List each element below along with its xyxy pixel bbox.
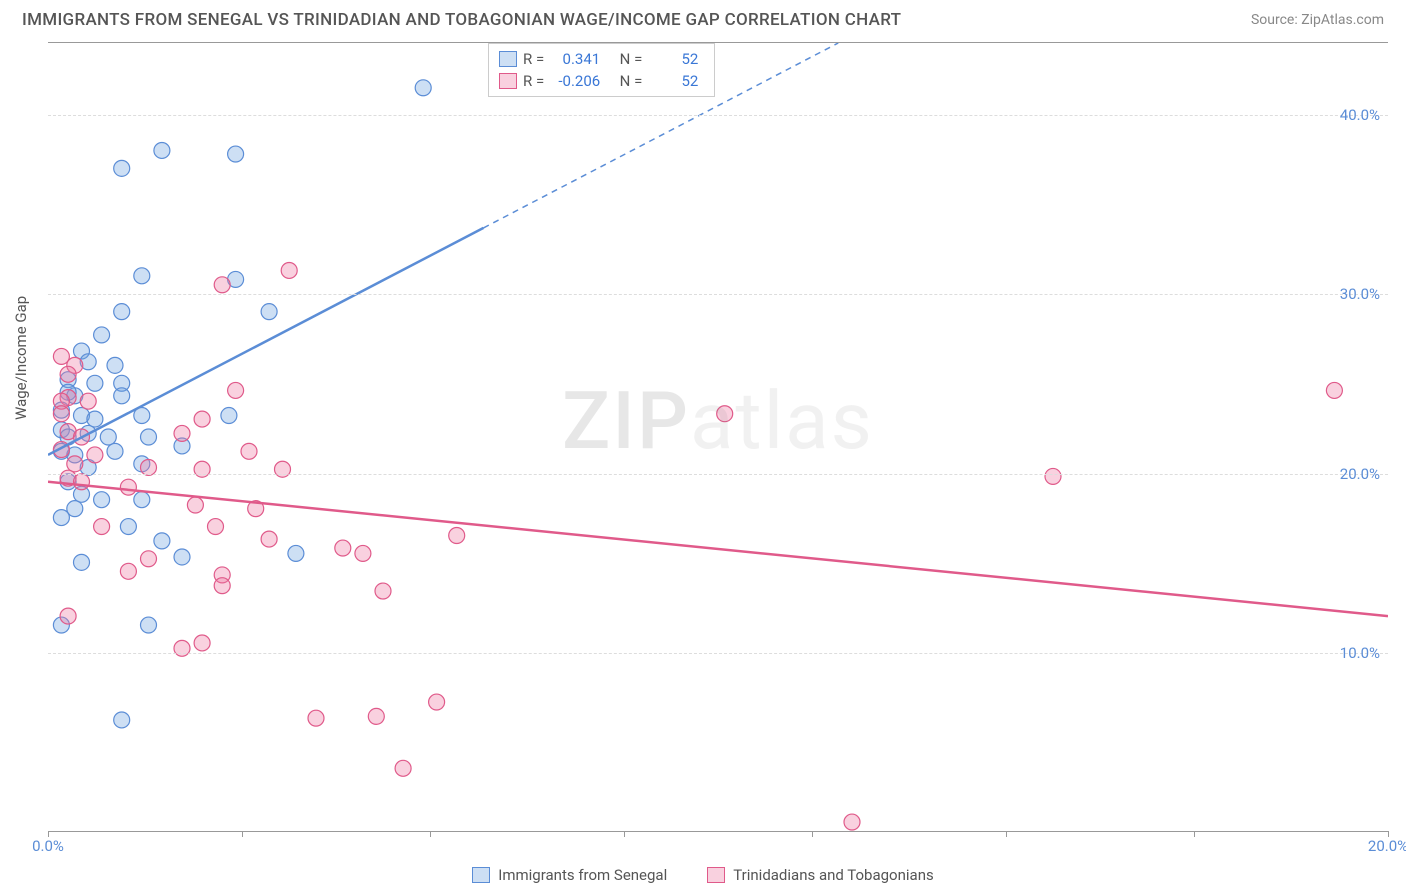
x-tick-label: 0.0% bbox=[32, 837, 64, 855]
swatch-blue bbox=[472, 867, 490, 883]
source-label: Source: ZipAtlas.com bbox=[1251, 12, 1384, 28]
y-tick-label: 40.0% bbox=[1340, 106, 1380, 124]
y-axis-label: Wage/Income Gap bbox=[12, 296, 30, 420]
y-tick-label: 10.0% bbox=[1340, 644, 1380, 662]
x-tick-label: 20.0% bbox=[1368, 837, 1406, 855]
swatch-pink bbox=[707, 867, 725, 883]
stats-row: R = 0.341 N = 52 bbox=[499, 48, 698, 70]
swatch-blue bbox=[499, 51, 517, 67]
chart-title: IMMIGRANTS FROM SENEGAL VS TRINIDADIAN A… bbox=[22, 10, 901, 30]
scatter-plot bbox=[48, 43, 1388, 831]
bottom-legend: Immigrants from Senegal Trinidadians and… bbox=[0, 866, 1406, 884]
stats-row: R = -0.206 N = 52 bbox=[499, 70, 698, 92]
y-tick-label: 30.0% bbox=[1340, 285, 1380, 303]
legend-label: Trinidadians and Tobagonians bbox=[733, 866, 933, 884]
chart-area: ZIPatlas R = 0.341 N = 52 R = -0.206 N =… bbox=[48, 42, 1388, 832]
legend-item: Immigrants from Senegal bbox=[472, 866, 667, 884]
legend-label: Immigrants from Senegal bbox=[498, 866, 667, 884]
y-tick-label: 20.0% bbox=[1340, 465, 1380, 483]
swatch-pink bbox=[499, 73, 517, 89]
legend-item: Trinidadians and Tobagonians bbox=[707, 866, 933, 884]
correlation-stats-box: R = 0.341 N = 52 R = -0.206 N = 52 bbox=[488, 43, 715, 97]
